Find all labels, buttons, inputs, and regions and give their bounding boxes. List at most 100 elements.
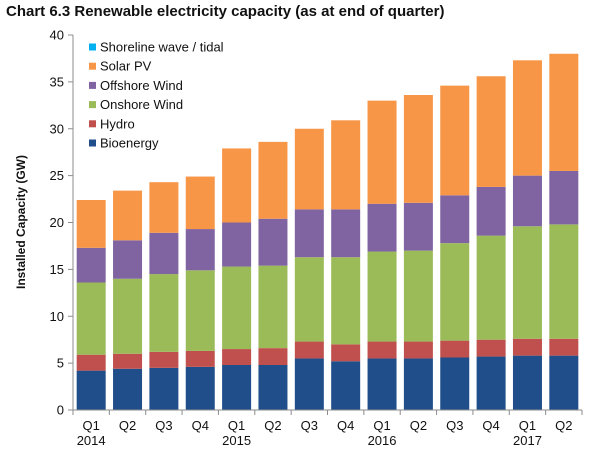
x-tick-label: Q4 <box>337 418 354 433</box>
y-tick-label: 20 <box>50 215 64 230</box>
x-tick-label: Q3 <box>155 418 172 433</box>
bar-segment-solar-pv <box>258 141 288 219</box>
x-tick-label: Q1 <box>373 418 390 433</box>
y-tick-label: 35 <box>50 74 64 89</box>
bar-segment-bioenergy <box>222 365 252 410</box>
x-tick-label: Q2 <box>410 418 427 433</box>
x-tick-label: Q3 <box>301 418 318 433</box>
bar-segment-hydro <box>331 344 361 362</box>
x-tick-label: Q1 <box>83 418 100 433</box>
bar-segment-bioenergy <box>294 358 324 410</box>
bar-segment-hydro <box>367 341 397 359</box>
legend-swatch <box>89 139 96 147</box>
y-tick-label: 10 <box>50 309 64 324</box>
legend-item: Bioenergy <box>89 136 159 151</box>
bar-segment-offshore-wind <box>403 202 433 251</box>
bar-segment-offshore-wind <box>76 247 106 283</box>
x-tick-label: Q4 <box>192 418 209 433</box>
legend: Shoreline wave / tidal Solar PV Offshore W… <box>89 40 224 151</box>
bar-segment-hydro <box>149 351 179 368</box>
x-tick-label: Q3 <box>446 418 463 433</box>
bar-segment-solar-pv <box>222 148 252 223</box>
bar-segment-onshore-wind <box>403 250 433 342</box>
chart-title: Chart 6.3 Renewable electricity capacity… <box>6 3 445 20</box>
bar-segment-offshore-wind <box>440 195 470 244</box>
bar-segment-offshore-wind <box>258 218 288 266</box>
bar-segment-solar-pv <box>185 176 215 230</box>
bar-segment-offshore-wind <box>113 240 143 279</box>
y-axis: 0 5 10 15 20 25 30 35 40 <box>50 28 74 418</box>
legend-item: Hydro <box>89 116 135 131</box>
x-tick-label: Q2 <box>555 418 572 433</box>
x-year-label: 2016 <box>368 433 397 448</box>
legend-item: Offshore Wind <box>89 78 183 93</box>
bar-segment-onshore-wind <box>113 278 143 354</box>
bars <box>76 53 579 411</box>
bar-segment-solar-pv <box>367 100 397 204</box>
bar-segment-bioenergy <box>76 370 106 411</box>
bar-segment-onshore-wind <box>76 282 106 355</box>
x-tick-label: Q4 <box>482 418 499 433</box>
bar-segment-bioenergy <box>113 368 143 410</box>
bar-segment-offshore-wind <box>294 209 324 258</box>
legend-label: Offshore Wind <box>100 78 183 93</box>
legend-label: Bioenergy <box>100 136 159 151</box>
bar-segment-hydro <box>549 338 579 356</box>
bar-segment-offshore-wind <box>222 222 252 267</box>
bar-segment-solar-pv <box>149 182 179 233</box>
bar-segment-solar-pv <box>476 76 506 187</box>
bar-segment-offshore-wind <box>549 170 579 225</box>
legend-swatch <box>89 43 96 51</box>
bar-segment-solar-pv <box>331 120 361 210</box>
bar-segment-offshore-wind <box>185 229 215 271</box>
bar-segment-hydro <box>113 353 143 369</box>
bar-segment-onshore-wind <box>185 270 215 351</box>
bar-segment-onshore-wind <box>512 226 542 339</box>
bar-segment-offshore-wind <box>476 186 506 236</box>
legend-swatch <box>89 120 96 128</box>
legend-swatch <box>89 101 96 109</box>
legend-swatch <box>89 62 96 70</box>
bar-segment-onshore-wind <box>222 266 252 350</box>
bar-segment-hydro <box>258 348 288 366</box>
bar-segment-bioenergy <box>512 355 542 411</box>
bar-segment-hydro <box>440 340 470 358</box>
bar-segment-onshore-wind <box>476 235 506 340</box>
bar-segment-bioenergy <box>149 367 179 410</box>
bar-segment-offshore-wind <box>149 232 179 275</box>
x-tick-label: Q1 <box>228 418 245 433</box>
bar-segment-bioenergy <box>440 357 470 410</box>
y-tick-label: 15 <box>50 262 64 277</box>
y-tick-label: 5 <box>57 356 64 371</box>
x-year-label: 2015 <box>222 433 251 448</box>
y-axis-label: Installed Capacity (GW) <box>14 155 28 289</box>
bar-segment-offshore-wind <box>512 175 542 227</box>
bar-segment-solar-pv <box>403 95 433 203</box>
bar-segment-bioenergy <box>476 356 506 410</box>
bar-segment-onshore-wind <box>440 243 470 341</box>
x-year-label: 2017 <box>513 433 542 448</box>
bar-segment-offshore-wind <box>331 209 361 258</box>
bar-segment-onshore-wind <box>294 257 324 342</box>
y-tick-label: 30 <box>50 121 64 136</box>
legend-label: Shoreline wave / tidal <box>100 40 224 55</box>
bar-segment-hydro <box>294 341 324 359</box>
x-tick-label: Q2 <box>264 418 281 433</box>
legend-label: Onshore Wind <box>100 97 183 112</box>
bar-segment-onshore-wind <box>149 274 179 352</box>
legend-item: Onshore Wind <box>89 97 183 112</box>
bar-segment-hydro <box>512 338 542 356</box>
bar-segment-hydro <box>476 339 506 357</box>
bar-segment-onshore-wind <box>258 265 288 349</box>
bar-segment-offshore-wind <box>367 203 397 252</box>
y-tick-label: 25 <box>50 168 64 183</box>
legend-item: Solar PV <box>89 59 152 74</box>
bar-segment-bioenergy <box>367 358 397 410</box>
bar-segment-solar-pv <box>76 200 106 248</box>
legend-label: Solar PV <box>100 59 152 74</box>
x-tick-label: Q1 <box>519 418 536 433</box>
bar-segment-onshore-wind <box>549 224 579 339</box>
